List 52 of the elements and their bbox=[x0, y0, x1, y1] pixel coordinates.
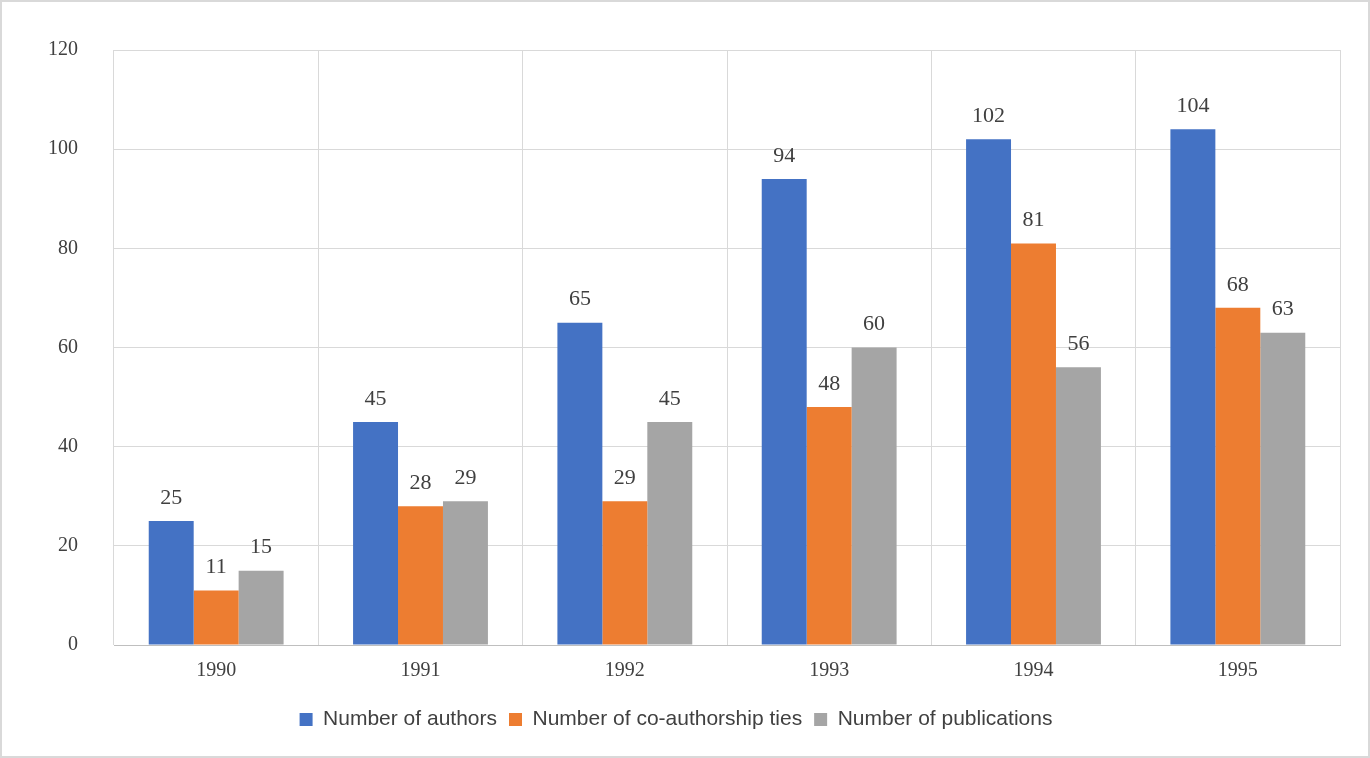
bar bbox=[1260, 332, 1306, 645]
data-label: 28 bbox=[409, 468, 432, 494]
data-label: 94 bbox=[773, 141, 796, 167]
data-label: 11 bbox=[205, 553, 227, 579]
data-label: 45 bbox=[658, 384, 681, 410]
bar bbox=[1055, 367, 1101, 645]
data-label: 25 bbox=[160, 483, 183, 509]
data-label: 102 bbox=[972, 102, 1006, 128]
data-label: 81 bbox=[1022, 206, 1045, 232]
bar bbox=[1215, 307, 1261, 645]
data-label: 29 bbox=[613, 463, 636, 489]
data-label: 68 bbox=[1226, 270, 1249, 296]
x-tick-label: 1992 bbox=[604, 658, 645, 681]
data-label: 104 bbox=[1176, 92, 1210, 118]
x-tick-label: 1994 bbox=[1013, 658, 1054, 681]
y-tick-label: 40 bbox=[58, 433, 78, 456]
legend-label: Number of authors bbox=[323, 706, 498, 730]
bar bbox=[806, 407, 852, 645]
bar bbox=[966, 139, 1012, 645]
bar bbox=[193, 590, 239, 645]
y-tick-label: 120 bbox=[48, 37, 78, 60]
x-tick-label: 1991 bbox=[400, 658, 441, 681]
data-label: 60 bbox=[863, 310, 886, 336]
legend-label: Number of co-authorship ties bbox=[532, 706, 803, 730]
bar bbox=[148, 521, 194, 645]
y-tick-label: 20 bbox=[58, 533, 78, 556]
y-tick-label: 100 bbox=[48, 136, 78, 159]
data-label: 29 bbox=[454, 463, 477, 489]
data-label: 15 bbox=[250, 533, 273, 559]
bar bbox=[647, 421, 693, 645]
y-tick-label: 80 bbox=[58, 235, 78, 258]
data-label: 56 bbox=[1067, 330, 1090, 356]
data-label: 63 bbox=[1271, 295, 1294, 321]
data-label: 45 bbox=[364, 384, 387, 410]
bar bbox=[442, 501, 488, 645]
x-tick-label: 1995 bbox=[1217, 658, 1258, 681]
bar bbox=[353, 421, 399, 645]
bar bbox=[557, 322, 603, 645]
bar bbox=[602, 501, 648, 645]
data-label: 65 bbox=[568, 285, 591, 311]
y-tick-label: 0 bbox=[68, 632, 78, 655]
data-label: 48 bbox=[818, 369, 841, 395]
y-tick-label: 60 bbox=[58, 334, 78, 357]
x-tick-label: 1990 bbox=[196, 658, 237, 681]
x-tick-label: 1993 bbox=[809, 658, 850, 681]
legend-label: Number of publications bbox=[837, 706, 1053, 730]
bar bbox=[1011, 243, 1056, 645]
bar bbox=[851, 347, 897, 645]
bar bbox=[398, 506, 443, 645]
bar bbox=[1170, 129, 1216, 645]
bar bbox=[238, 570, 284, 645]
bar bbox=[761, 178, 807, 645]
